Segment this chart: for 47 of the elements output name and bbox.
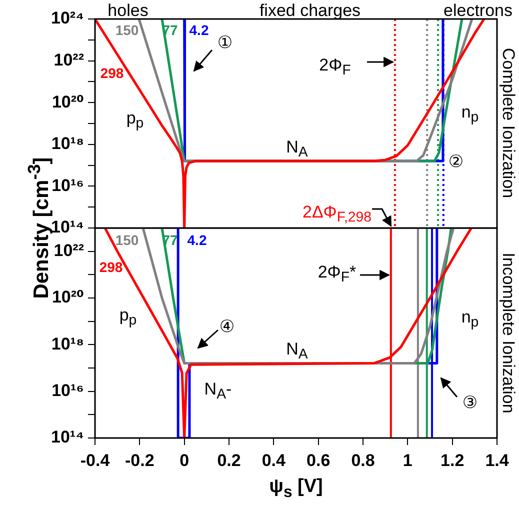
annotation: holes bbox=[108, 1, 148, 20]
series-label: 4.2 bbox=[187, 232, 207, 248]
x-tick-label: -0.2 bbox=[125, 450, 154, 470]
y-tick-label: 10¹⁸ bbox=[51, 334, 84, 354]
x-tick-label: 0.4 bbox=[262, 450, 286, 470]
annotation: ④ bbox=[219, 317, 235, 336]
annotation: 2Φ$_{F}$* bbox=[318, 262, 356, 287]
x-tick-label: 1.4 bbox=[485, 450, 510, 470]
y-tick-label: 10²² bbox=[54, 241, 84, 260]
annotation: ③ bbox=[462, 393, 478, 412]
annotation: N$_{A}$ bbox=[286, 339, 308, 364]
x-tick-label: 0 bbox=[180, 450, 190, 470]
x-axis-title: ψ$_{s}$ [V] bbox=[269, 476, 323, 503]
y-tick-label: 10²⁰ bbox=[52, 92, 84, 112]
x-tick-label: -0.4 bbox=[80, 450, 110, 470]
annotation: n$_{p}$ bbox=[461, 102, 479, 127]
y-tick-label: 10¹⁸ bbox=[51, 134, 84, 154]
annotation: ② bbox=[448, 152, 464, 171]
series-label: 298 bbox=[99, 258, 123, 275]
series-label: 298 bbox=[100, 64, 124, 81]
x-tick-label: 1.2 bbox=[440, 450, 464, 470]
y-tick-label: 10¹⁶ bbox=[52, 381, 84, 400]
annotation: electrons bbox=[444, 1, 512, 20]
y-tick-label: 10²⁰ bbox=[52, 288, 84, 307]
y-tick-label: 10¹⁶ bbox=[52, 176, 84, 195]
x-tick-label: 0.2 bbox=[217, 450, 241, 470]
annotation: N$_{A}$ bbox=[286, 137, 308, 162]
x-tick-label: 0.8 bbox=[351, 450, 375, 470]
annotation: p$_{p}$ bbox=[119, 305, 137, 330]
series-label: 150 bbox=[115, 232, 139, 248]
annotation: fixed charges bbox=[259, 1, 361, 20]
y-tick-label: 10²⁴ bbox=[51, 8, 84, 28]
text: Incomplete Ionization bbox=[499, 252, 518, 414]
x-tick-label: 0.6 bbox=[306, 450, 330, 470]
series-label: 4.2 bbox=[189, 22, 209, 38]
annotation: ① bbox=[217, 33, 233, 52]
annotation: 2Φ$_{F}$ bbox=[319, 55, 351, 80]
annotation: n$_{p}$ bbox=[461, 307, 479, 332]
y-tick-label: 10²² bbox=[54, 50, 84, 70]
series-label: 150 bbox=[115, 22, 139, 38]
annotation: p$_{p}$ bbox=[126, 108, 144, 133]
annotation: N$_{A}$- bbox=[204, 379, 232, 404]
x-tick-label: 1 bbox=[402, 450, 412, 470]
text: Complete Ionization bbox=[499, 48, 518, 198]
annotation: 2ΔΦ$_{F,298}$ bbox=[302, 202, 372, 227]
y-tick-label: 10¹⁴ bbox=[51, 218, 84, 237]
y-tick-label: 10¹⁴ bbox=[51, 428, 84, 447]
